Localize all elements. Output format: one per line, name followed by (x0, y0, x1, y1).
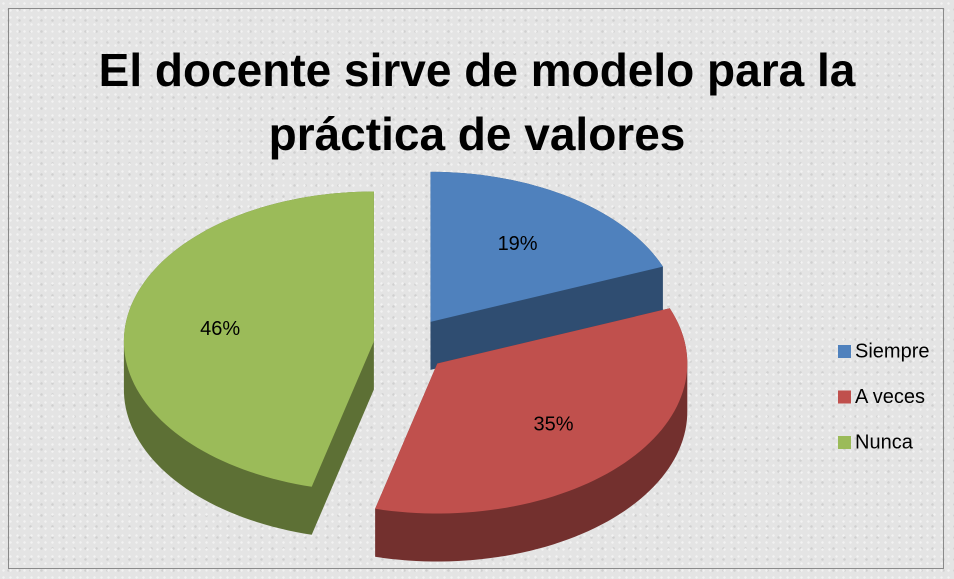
legend-label: Nunca (855, 431, 914, 453)
legend-label: Siempre (855, 340, 929, 362)
slice (375, 308, 688, 514)
legend-swatch (838, 436, 851, 449)
chart-border (8, 8, 944, 569)
slice (430, 171, 663, 322)
data-label: 19% (498, 233, 538, 255)
legend-swatch (838, 390, 851, 404)
legend-swatch (838, 345, 851, 358)
slice (123, 191, 374, 487)
legend-label: A veces (855, 386, 925, 408)
chart-title: El docente sirve de modelo para la práct… (98, 44, 856, 160)
data-label: 46% (200, 318, 240, 340)
data-label: 35% (534, 413, 574, 435)
